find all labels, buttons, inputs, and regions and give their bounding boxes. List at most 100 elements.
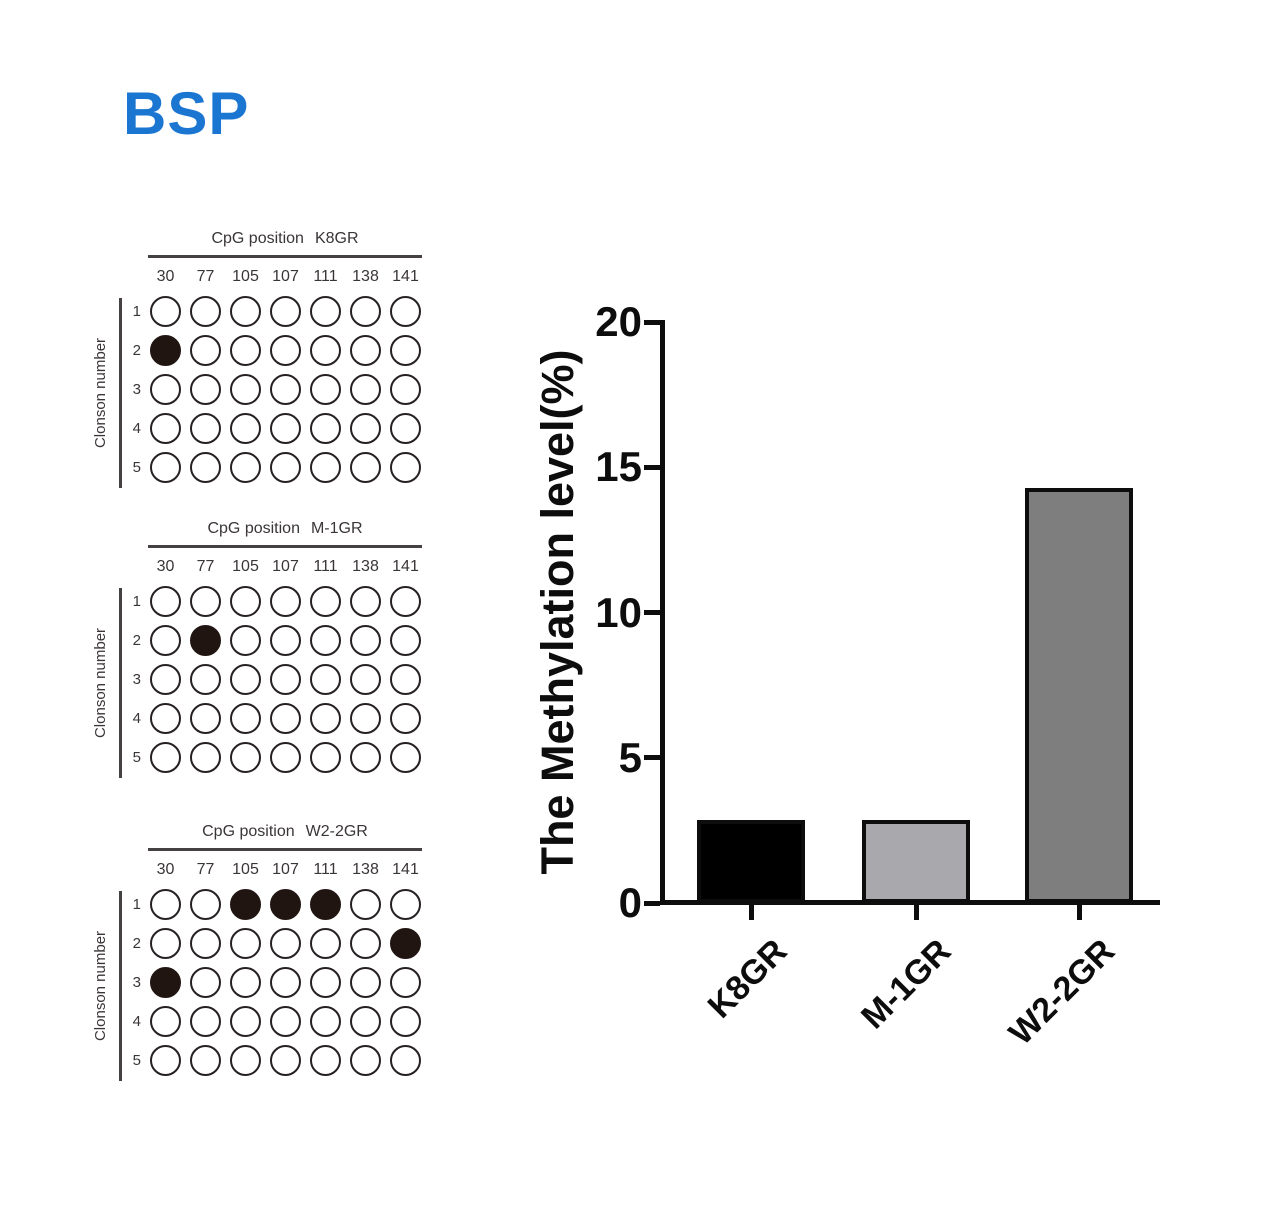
clone-row-number: 4 <box>132 710 141 727</box>
x-axis-label-k8gr: K8GR <box>700 932 794 1026</box>
cpg-site-circle <box>230 1006 261 1037</box>
dot-row-circles <box>150 928 421 959</box>
dot-row: 2 <box>85 625 421 656</box>
cpg-position-label: 30 <box>156 268 175 285</box>
cpg-site-circle <box>350 374 381 405</box>
dot-row-circles <box>150 335 421 366</box>
cpg-site-circle <box>150 586 181 617</box>
dot-row-circles <box>150 1045 421 1076</box>
cpg-site-circle <box>230 452 261 483</box>
cpg-site-circle <box>350 889 381 920</box>
cpg-site-circle <box>230 664 261 695</box>
cpg-position-label: 77 <box>196 558 215 575</box>
cpg-site-circle <box>270 703 301 734</box>
cpg-site-circle <box>190 586 221 617</box>
cpg-site-circle <box>390 1006 421 1037</box>
cpg-site-circle <box>310 1006 341 1037</box>
cpg-site-circle <box>190 742 221 773</box>
dot-panel-k8gr: CpG position K8GR 30 77 105 107 111 138 141 1 2… <box>85 228 430 503</box>
cpg-site-circle <box>270 625 301 656</box>
cpg-site-circle <box>270 742 301 773</box>
cpg-site-circle <box>390 374 421 405</box>
panel-sample-name: K8GR <box>314 230 359 247</box>
clone-row-number: 4 <box>132 1013 141 1030</box>
cpg-position-label: 107 <box>272 268 299 285</box>
cpg-position-label: 107 <box>272 558 299 575</box>
cpg-site-circle <box>270 1045 301 1076</box>
x-axis-label-m-1gr: M-1GR <box>854 932 959 1037</box>
dot-row: 1 <box>85 296 421 327</box>
clone-row-number: 5 <box>132 1052 141 1069</box>
cpg-site-circle <box>230 335 261 366</box>
cpg-site-circle <box>390 742 421 773</box>
cpg-site-circle <box>350 664 381 695</box>
cpg-site-circle <box>270 967 301 998</box>
cpg-site-circle <box>270 374 301 405</box>
cpg-site-circle <box>390 664 421 695</box>
dot-row: 1 <box>85 586 421 617</box>
clone-row-number: 4 <box>132 420 141 437</box>
cpg-site-circle <box>350 296 381 327</box>
x-axis-tick <box>913 905 919 920</box>
cpg-site-circle <box>390 703 421 734</box>
cpg-position-label: 138 <box>352 268 379 285</box>
dot-row: 4 <box>85 413 421 444</box>
figure-title: BSP <box>123 80 250 147</box>
y-axis-tick <box>644 319 660 325</box>
cpg-site-circle <box>190 889 221 920</box>
cpg-site-circle <box>190 413 221 444</box>
dot-row: 3 <box>85 374 421 405</box>
cpg-position-label: 107 <box>272 861 299 878</box>
cpg-site-circle <box>190 296 221 327</box>
cpg-site-circle <box>190 664 221 695</box>
dot-row: 4 <box>85 703 421 734</box>
cpg-position-label: 111 <box>313 558 338 575</box>
cpg-site-circle <box>230 967 261 998</box>
clone-axis-line <box>119 298 122 488</box>
cpg-site-circle <box>390 586 421 617</box>
y-axis-tick-label: 10 <box>595 588 642 636</box>
cpg-site-circle <box>230 928 261 959</box>
clone-row-number: 2 <box>132 632 141 649</box>
dot-row-circles <box>150 664 421 695</box>
cpg-site-circle <box>230 374 261 405</box>
cpg-site-circle-methylated <box>190 625 221 656</box>
clone-row-number: 3 <box>132 381 141 398</box>
cpg-site-circle <box>390 413 421 444</box>
dot-grid: 1 2 3 4 5 <box>85 296 421 491</box>
cpg-site-circle <box>350 1045 381 1076</box>
cpg-site-circle <box>230 586 261 617</box>
cpg-site-circle <box>390 889 421 920</box>
dot-row-circles <box>150 1006 421 1037</box>
cpg-site-circle <box>230 625 261 656</box>
dot-row: 3 <box>85 664 421 695</box>
y-axis-tick <box>644 755 660 761</box>
cpg-site-circle <box>190 1045 221 1076</box>
bar-w2-2gr <box>1025 488 1133 903</box>
y-axis-line <box>660 320 665 905</box>
dot-row-circles <box>150 625 421 656</box>
cpg-site-circle <box>310 586 341 617</box>
y-axis-tick-label: 20 <box>595 298 642 345</box>
clone-row-number: 1 <box>132 303 141 320</box>
dot-row: 5 <box>85 742 421 773</box>
cpg-position-label: 138 <box>352 861 379 878</box>
dot-row: 4 <box>85 1006 421 1037</box>
cpg-site-circle <box>190 703 221 734</box>
panel-title-prefix: CpG position <box>207 520 300 537</box>
clone-row-number: 3 <box>132 671 141 688</box>
cpg-site-circle <box>310 664 341 695</box>
cpg-site-circle <box>190 967 221 998</box>
dot-row: 5 <box>85 452 421 483</box>
clone-row-number: 2 <box>132 935 141 952</box>
cpg-site-circle <box>310 967 341 998</box>
x-axis-tick <box>748 905 754 920</box>
clone-row-number: 5 <box>132 749 141 766</box>
x-axis-label-w2-2gr: W2-2GR <box>1001 932 1122 1053</box>
cpg-site-circle-methylated <box>150 335 181 366</box>
panel-title-underline <box>148 545 422 548</box>
cpg-site-circle <box>350 413 381 444</box>
cpg-position-label: 141 <box>392 558 419 575</box>
dot-row-circles <box>150 452 421 483</box>
